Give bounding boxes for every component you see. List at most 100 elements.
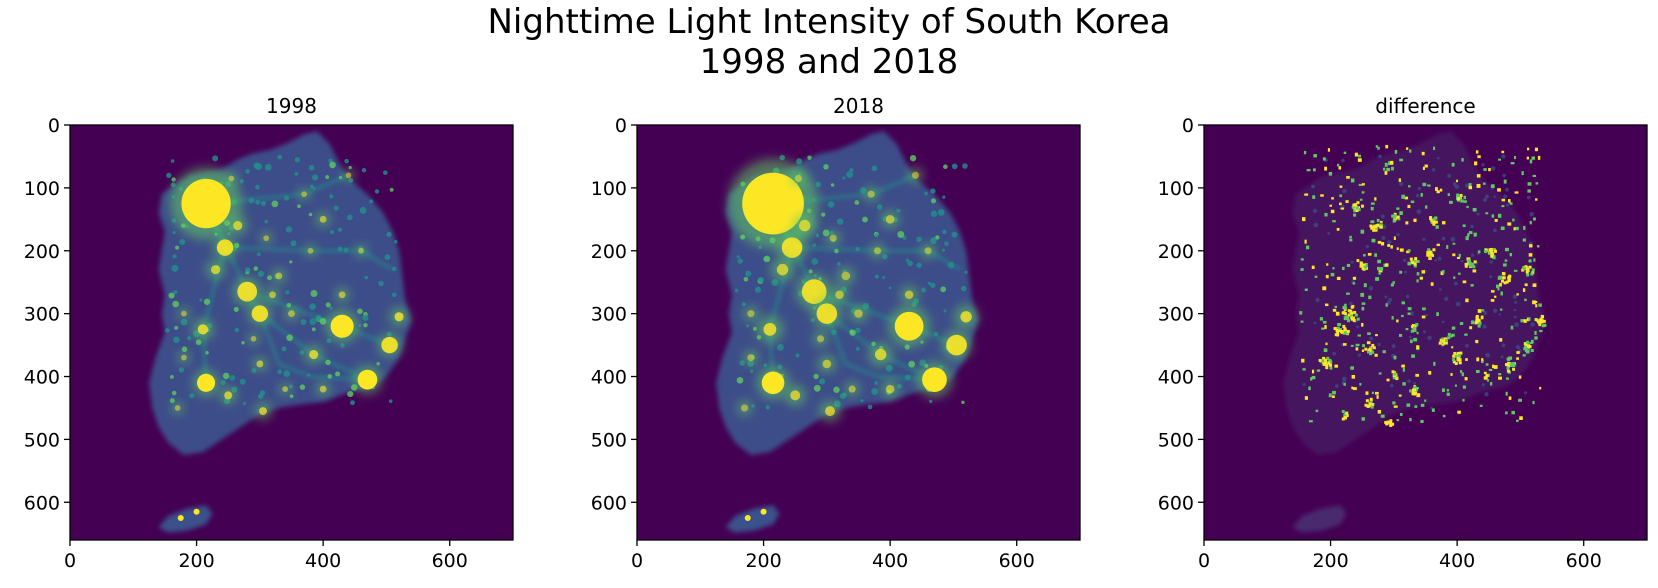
change-pixel [1370,226,1374,230]
change-pixel [1329,204,1333,207]
change-pixel [1464,262,1468,266]
change-pixel [1471,320,1475,325]
light-speck [854,327,861,334]
light-speck [823,164,829,170]
change-pixel [1509,253,1513,257]
change-pixel [1305,245,1310,250]
city-core [799,219,811,232]
change-pixel [1511,362,1515,366]
change-pixel [1376,395,1379,399]
change-pixel [1468,183,1472,186]
change-pixel [1453,276,1456,280]
change-pixel [1507,222,1512,226]
light-speck [325,175,330,179]
change-pixel [1379,223,1383,227]
city-core [894,311,924,341]
change-pixel [1409,257,1413,261]
change-pixel [1537,155,1541,160]
change-pixel [1368,402,1372,406]
city-core [829,234,837,242]
change-pixel [1436,312,1439,316]
change-pixel [1339,194,1343,198]
change-pixel [1535,304,1538,308]
change-pixel [1377,146,1380,150]
change-pixel [1332,308,1337,312]
change-pixel [1489,250,1493,254]
light-speck [815,233,820,238]
change-pixel [1349,238,1353,242]
change-speck-low [1357,353,1361,357]
light-speck [876,204,883,210]
city-core [259,407,268,416]
change-pixel [1359,264,1363,268]
change-pixel [1528,253,1533,257]
light-speck [389,187,394,192]
change-pixel [1516,351,1520,354]
change-pixel [1531,156,1536,160]
change-pixel [1350,313,1354,317]
change-pixel [1331,395,1335,398]
change-pixel [1345,331,1349,335]
light-speck [734,288,739,293]
light-speck [930,282,936,289]
change-pixel [1504,259,1508,262]
change-pixel [1352,276,1357,280]
city-core [193,508,200,515]
change-pixel [1392,215,1396,219]
change-pixel [1481,359,1484,363]
change-pixel [1361,417,1365,421]
change-pixel [1424,164,1428,168]
light-speck [222,372,230,380]
light-speck [763,255,771,263]
change-pixel [1364,403,1368,407]
change-pixel [1442,221,1446,225]
change-pixel [1301,358,1305,363]
x-tick-label: 600 [432,550,468,572]
panel-1998: 1998 0 200 400 600 0 100 200 300 400 500 600 [24,94,514,572]
change-pixel [1445,339,1449,343]
y-tick-label: 300 [24,304,60,326]
light-speck [335,371,341,377]
change-pixel [1352,282,1356,285]
change-pixel [1513,269,1518,272]
change-pixel [1422,182,1427,187]
change-pixel [1346,263,1351,267]
light-speck [745,270,752,277]
light-speck [384,254,391,261]
change-pixel [1409,339,1413,344]
light-speck [299,384,306,390]
change-pixel [1502,276,1506,280]
change-pixel [1478,321,1482,325]
change-pixel [1369,397,1373,401]
light-speck [205,351,209,355]
city-core [237,281,258,302]
change-pixel [1369,403,1373,407]
light-speck [888,286,892,290]
change-pixel [1448,200,1453,204]
change-pixel [1489,381,1493,386]
change-pixel [1464,264,1468,268]
heatmap-image [1283,131,1547,533]
change-pixel [1475,150,1479,154]
change-pixel [1492,248,1496,252]
light-speck [271,200,279,208]
light-speck [220,379,226,386]
light-speck [319,318,327,325]
change-pixel [1332,220,1336,223]
change-pixel [1354,313,1358,317]
y-tick-label: 400 [1158,367,1194,389]
change-pixel [1459,322,1464,325]
change-pixel [1386,167,1391,172]
change-pixel [1343,383,1346,386]
light-speck [289,260,293,264]
change-pixel [1457,356,1461,360]
change-pixel [1351,205,1355,209]
city-core [873,247,882,255]
light-speck [830,183,835,187]
change-pixel [1409,417,1412,422]
change-pixel [1486,379,1489,382]
light-speck [908,360,916,368]
change-pixel [1340,330,1344,334]
change-pixel [1454,354,1458,358]
change-pixel [1324,166,1328,171]
